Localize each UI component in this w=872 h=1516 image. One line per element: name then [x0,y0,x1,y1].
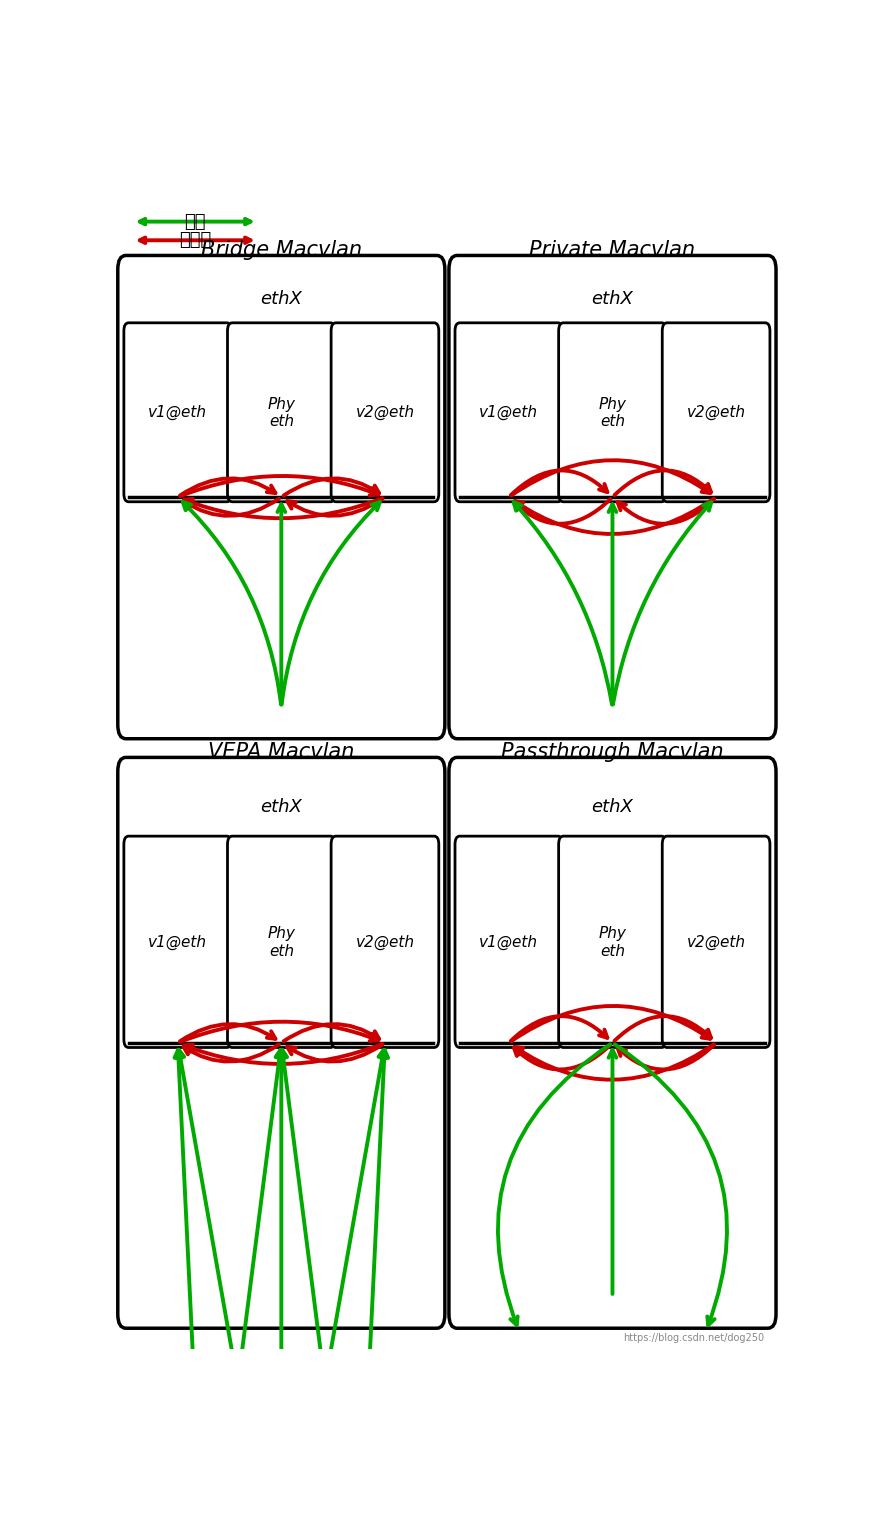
FancyBboxPatch shape [455,837,562,1048]
FancyArrowPatch shape [180,479,276,496]
FancyArrowPatch shape [277,505,285,705]
FancyBboxPatch shape [331,837,439,1048]
Text: ethX: ethX [591,797,633,816]
FancyBboxPatch shape [124,323,232,502]
FancyBboxPatch shape [124,837,232,1048]
FancyArrowPatch shape [615,1045,727,1325]
FancyArrowPatch shape [174,1051,194,1381]
FancyArrowPatch shape [184,499,279,515]
FancyArrowPatch shape [238,1051,283,1381]
FancyArrowPatch shape [615,470,711,496]
FancyArrowPatch shape [184,1045,382,1064]
FancyArrowPatch shape [184,1045,279,1061]
FancyArrowPatch shape [511,470,608,496]
Text: v2@eth: v2@eth [356,405,414,420]
Text: v1@eth: v1@eth [148,405,208,420]
Text: Phy
eth: Phy eth [598,397,626,429]
FancyArrowPatch shape [514,502,612,705]
FancyBboxPatch shape [228,323,335,502]
FancyArrowPatch shape [287,1045,383,1061]
FancyArrowPatch shape [511,1007,710,1041]
FancyBboxPatch shape [662,323,770,502]
Text: v2@eth: v2@eth [356,935,414,951]
Text: Bridge Macvlan: Bridge Macvlan [201,240,362,261]
FancyBboxPatch shape [559,837,666,1048]
Text: 不互通: 不互通 [179,232,211,249]
Text: v1@eth: v1@eth [480,935,538,951]
FancyArrowPatch shape [283,479,379,496]
FancyBboxPatch shape [449,758,776,1328]
FancyArrowPatch shape [609,1051,617,1295]
FancyBboxPatch shape [662,837,770,1048]
FancyArrowPatch shape [180,1023,276,1041]
Text: ethX: ethX [261,290,303,308]
FancyArrowPatch shape [511,461,710,496]
FancyArrowPatch shape [613,502,712,705]
FancyArrowPatch shape [514,1045,610,1069]
FancyArrowPatch shape [282,502,380,705]
FancyArrowPatch shape [279,1051,324,1381]
FancyArrowPatch shape [283,1023,379,1041]
FancyArrowPatch shape [277,1051,285,1381]
Text: Phy
eth: Phy eth [598,926,626,958]
FancyArrowPatch shape [615,1016,711,1041]
FancyArrowPatch shape [181,1022,378,1041]
Text: Passthrough Macvlan: Passthrough Macvlan [501,741,724,763]
FancyBboxPatch shape [559,323,666,502]
FancyArrowPatch shape [617,1045,714,1069]
FancyArrowPatch shape [609,505,617,705]
FancyArrowPatch shape [514,499,610,525]
FancyBboxPatch shape [455,323,562,502]
Text: VEPA Macvlan: VEPA Macvlan [208,741,355,763]
Text: v2@eth: v2@eth [686,935,746,951]
Text: v1@eth: v1@eth [480,405,538,420]
Text: https://blog.csdn.net/dog250: https://blog.csdn.net/dog250 [623,1334,765,1343]
Text: v2@eth: v2@eth [686,405,746,420]
FancyArrowPatch shape [514,499,714,534]
FancyArrowPatch shape [181,476,378,496]
Text: 互通: 互通 [184,212,206,230]
FancyArrowPatch shape [514,1045,714,1079]
FancyArrowPatch shape [369,1051,388,1381]
FancyArrowPatch shape [498,1045,610,1325]
Text: Phy
eth: Phy eth [268,397,296,429]
Text: ethX: ethX [261,797,303,816]
Text: Phy
eth: Phy eth [268,926,296,958]
Text: ethX: ethX [591,290,633,308]
FancyArrowPatch shape [287,499,383,515]
FancyBboxPatch shape [449,256,776,738]
FancyBboxPatch shape [228,837,335,1048]
FancyArrowPatch shape [176,1051,237,1381]
Text: v1@eth: v1@eth [148,935,208,951]
Text: Private Macvlan: Private Macvlan [529,240,696,261]
FancyArrowPatch shape [184,499,382,518]
FancyBboxPatch shape [118,758,445,1328]
FancyArrowPatch shape [183,502,281,705]
FancyArrowPatch shape [325,1051,386,1381]
FancyBboxPatch shape [331,323,439,502]
FancyBboxPatch shape [118,256,445,738]
FancyArrowPatch shape [617,499,714,525]
FancyArrowPatch shape [511,1016,608,1041]
